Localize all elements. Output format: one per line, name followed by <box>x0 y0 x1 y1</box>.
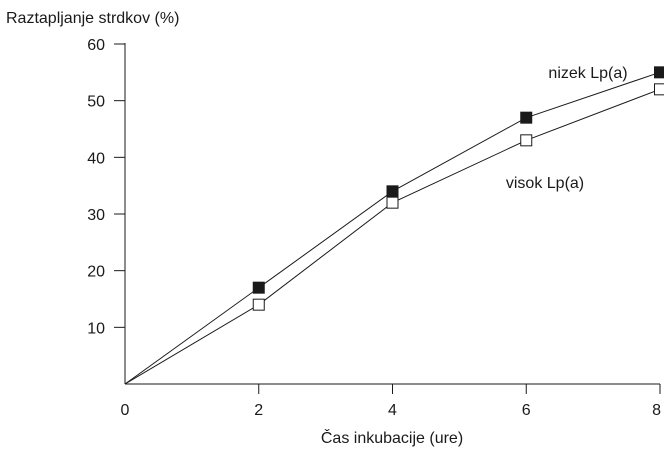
y-tick-label: 60 <box>87 37 105 54</box>
series-line-1 <box>124 88 661 385</box>
marker-open-square <box>654 83 664 96</box>
y-tick-label: 20 <box>87 264 105 281</box>
y-tick-label: 40 <box>87 150 105 167</box>
marker-open-square <box>252 298 265 311</box>
series-line-0 <box>124 71 661 385</box>
x-tick-label: 0 <box>121 402 130 419</box>
y-axis-ticks: 10 20 30 40 50 60 <box>87 37 125 337</box>
x-tick-label: 8 <box>652 402 661 419</box>
y-tick-label: 50 <box>87 94 105 111</box>
marker-filled-square <box>654 66 664 79</box>
marker-filled-square <box>252 281 265 294</box>
marker-open-square <box>520 134 533 147</box>
marker-open-square <box>386 196 399 209</box>
marker-filled-square <box>386 185 399 198</box>
x-tick-label: 4 <box>388 402 397 419</box>
y-tick-label: 30 <box>87 207 105 224</box>
x-axis-title: Čas inkubacije (ure) <box>321 428 463 447</box>
y-tick-label: 10 <box>87 320 105 337</box>
series-label-visok: visok Lp(a) <box>506 175 584 192</box>
series-layer <box>124 66 664 385</box>
y-axis-title: Raztapljanje strdkov (%) <box>6 10 179 27</box>
marker-filled-square <box>520 111 533 124</box>
x-tick-label: 6 <box>522 402 531 419</box>
series-label-nizek: nizek Lp(a) <box>548 65 627 82</box>
x-tick-label: 2 <box>254 402 263 419</box>
x-axis-ticks: 0 2 4 6 8 <box>121 384 661 419</box>
